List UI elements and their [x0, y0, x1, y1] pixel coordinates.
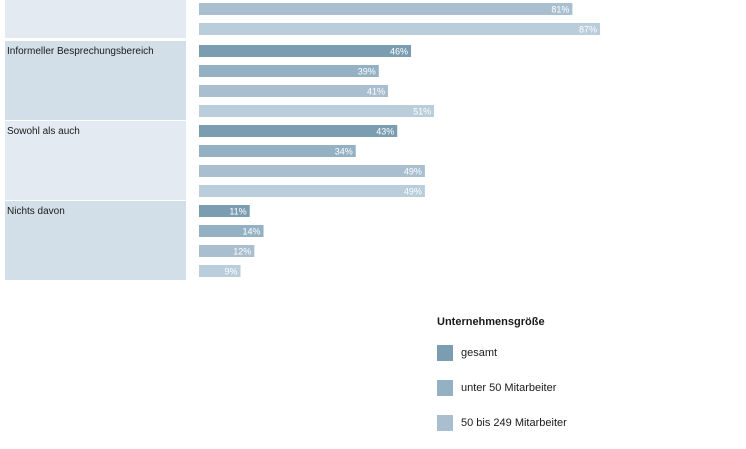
bar-value-label: 34%	[335, 147, 353, 157]
bar	[199, 165, 425, 177]
bar-value-label: 14%	[243, 227, 261, 237]
bar	[199, 245, 255, 257]
legend-swatch	[437, 415, 453, 431]
legend-item-unter-50: unter 50 Mitarbeiter	[437, 379, 567, 397]
legend-title: Unternehmensgröße	[437, 316, 545, 328]
bar-value-label: 41%	[367, 87, 385, 97]
bar	[199, 225, 264, 237]
legend-label: gesamt	[461, 347, 498, 359]
bar-value-label: 49%	[404, 187, 422, 197]
bar-value-label: 43%	[376, 127, 394, 137]
bar-value-label: 49%	[404, 167, 422, 177]
bar	[199, 45, 412, 57]
bar-value-label: 11%	[229, 207, 246, 217]
bar-value-label: 81%	[551, 5, 569, 15]
category-band	[5, 0, 186, 38]
bar-value-label: 46%	[390, 47, 408, 57]
category-band	[5, 41, 186, 120]
bar-value-label: 9%	[224, 267, 237, 277]
bar-value-label: 87%	[579, 25, 597, 35]
legend: Unternehmensgröße gesamt unter 50 Mitarb…	[437, 316, 567, 449]
bar-value-label: 51%	[413, 107, 431, 117]
category-band	[5, 201, 186, 280]
legend-label: unter 50 Mitarbeiter	[461, 382, 557, 394]
bar	[199, 85, 389, 97]
category-label: Nichts davon	[7, 206, 65, 217]
legend-item-gesamt: gesamt	[437, 344, 567, 362]
legend-swatch	[437, 380, 453, 396]
category-band	[5, 121, 186, 200]
bar	[199, 205, 250, 217]
bar	[199, 185, 425, 197]
bar	[199, 125, 398, 137]
bar-value-label: 12%	[233, 247, 251, 257]
bar	[199, 3, 573, 15]
bar-chart: 81% 87% Informeller Besprechungsbereich 46%…	[5, 0, 601, 280]
bar	[199, 105, 435, 117]
category-label: Sowohl als auch	[7, 126, 80, 137]
bar-value-label: 39%	[358, 67, 376, 77]
bar	[199, 23, 601, 35]
category-label: Informeller Besprechungsbereich	[7, 46, 154, 57]
bar	[199, 65, 379, 77]
bar	[199, 145, 356, 157]
legend-swatch	[437, 345, 453, 361]
legend-item-50-bis-249: 50 bis 249 Mitarbeiter	[437, 414, 567, 432]
bar	[199, 265, 241, 277]
